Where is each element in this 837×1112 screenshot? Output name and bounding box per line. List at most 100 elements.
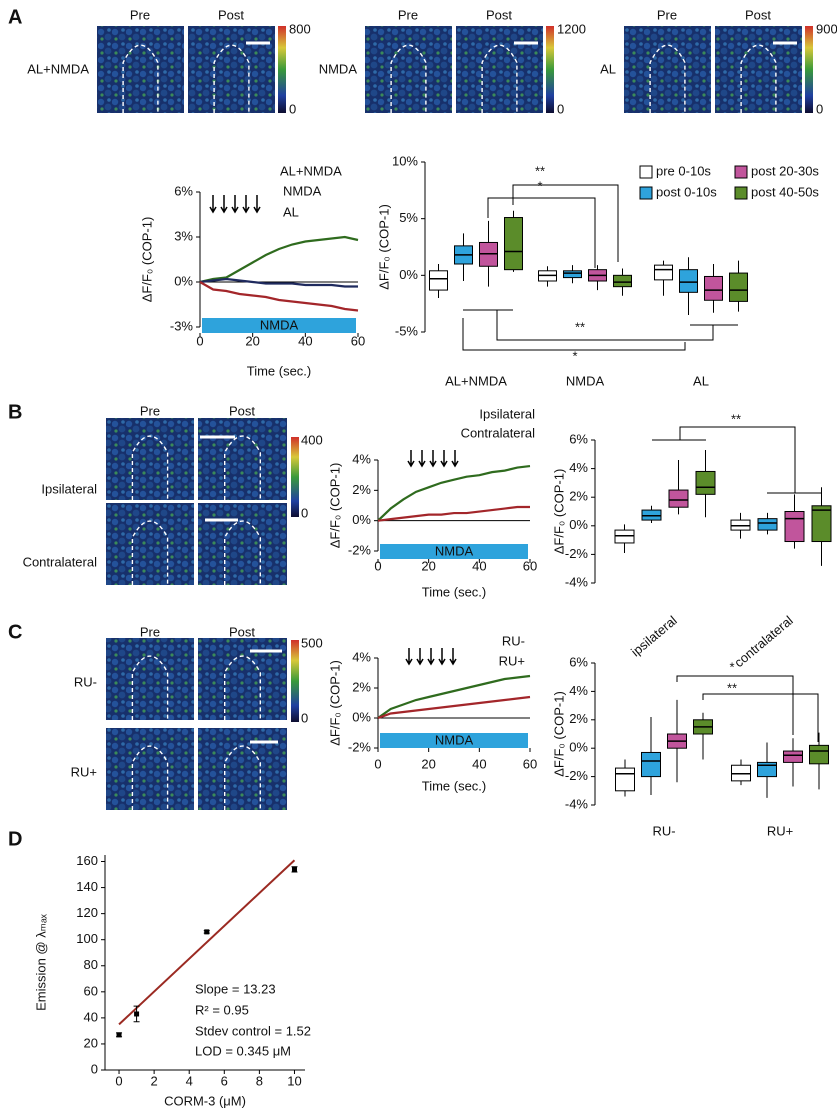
x-tick-label: 20 bbox=[421, 558, 435, 573]
y-axis-label: ΔF/F₀ (COP-1) bbox=[327, 660, 342, 746]
x-tick-label: 0 bbox=[374, 756, 381, 771]
y-tick-label: 6% bbox=[569, 654, 588, 669]
data-point bbox=[291, 866, 297, 872]
data-point bbox=[204, 929, 210, 935]
significance-bracket bbox=[702, 693, 819, 742]
y-tick-label: 0% bbox=[569, 517, 588, 532]
y-tick-label: -2% bbox=[565, 768, 589, 783]
box bbox=[654, 264, 673, 281]
y-tick-label: -2% bbox=[565, 546, 589, 561]
stimulus-arrow bbox=[407, 450, 415, 468]
tissue-outline bbox=[131, 520, 169, 585]
box bbox=[563, 270, 582, 279]
box bbox=[679, 269, 698, 293]
y-tick-label: 3% bbox=[174, 228, 193, 243]
y-tick-label: 10% bbox=[392, 153, 418, 168]
row-label: NMDA bbox=[319, 61, 358, 76]
column-label: Pre bbox=[657, 7, 677, 22]
stimulus-arrow bbox=[416, 648, 424, 666]
group-label: RU- bbox=[652, 823, 675, 838]
x-tick-label: 20 bbox=[245, 333, 259, 348]
panel-label: B bbox=[8, 401, 22, 423]
box bbox=[783, 750, 803, 763]
legend-label: post 40-50s bbox=[751, 184, 819, 199]
y-tick-label: -2% bbox=[348, 739, 372, 754]
box bbox=[615, 767, 635, 792]
colorbar-min: 0 bbox=[301, 505, 308, 520]
x-tick-label: 4 bbox=[186, 1073, 193, 1088]
tissue-outline bbox=[224, 435, 261, 500]
micrograph bbox=[198, 503, 287, 585]
box bbox=[613, 274, 632, 288]
x-axis-label: Time (sec.) bbox=[247, 363, 312, 378]
x-tick-label: 10 bbox=[287, 1073, 301, 1088]
box bbox=[729, 272, 748, 302]
y-tick-label: -4% bbox=[565, 574, 589, 589]
annotation: R² = 0.95 bbox=[195, 1002, 249, 1017]
micrograph bbox=[188, 26, 275, 113]
group-label: RU+ bbox=[767, 823, 793, 838]
stimulus-arrow bbox=[440, 450, 448, 468]
tissue-outline bbox=[224, 655, 261, 720]
panel-label: A bbox=[8, 6, 22, 28]
box bbox=[704, 275, 723, 301]
series-line bbox=[377, 505, 530, 522]
annotation: Slope = 13.23 bbox=[195, 981, 276, 996]
group-label: contralateral bbox=[731, 613, 796, 671]
x-axis-label: CORM-3 (μM) bbox=[164, 1093, 246, 1108]
colorbar-min: 0 bbox=[816, 101, 823, 116]
x-tick-label: 0 bbox=[374, 558, 381, 573]
column-label: Pre bbox=[130, 7, 150, 22]
colorbar-min: 0 bbox=[557, 101, 564, 116]
column-label: Pre bbox=[398, 7, 418, 22]
data-point bbox=[116, 1032, 122, 1038]
series-line bbox=[199, 277, 358, 288]
box bbox=[695, 470, 716, 495]
legend-label: AL+NMDA bbox=[280, 163, 342, 178]
micrograph bbox=[365, 26, 452, 113]
micrograph bbox=[198, 418, 287, 500]
column-label: Post bbox=[229, 624, 255, 639]
significance-bracket bbox=[463, 309, 738, 341]
tissue-outline bbox=[649, 44, 686, 113]
y-tick-label: 60 bbox=[84, 983, 98, 998]
colorbar bbox=[291, 640, 299, 722]
y-tick-label: -5% bbox=[395, 323, 419, 338]
row-label: Contralateral bbox=[23, 554, 98, 569]
series-line bbox=[377, 695, 531, 720]
y-tick-label: 0% bbox=[352, 709, 371, 724]
y-tick-label: 80 bbox=[84, 957, 98, 972]
box bbox=[668, 489, 689, 508]
legend-label: AL bbox=[283, 204, 299, 219]
colorbar bbox=[291, 437, 299, 517]
row-label: RU- bbox=[74, 674, 97, 689]
row-label: Ipsilateral bbox=[41, 481, 97, 496]
y-tick-label: -2% bbox=[348, 542, 372, 557]
significance-label: * bbox=[537, 178, 542, 193]
tissue-outline bbox=[481, 44, 518, 113]
y-tick-label: 160 bbox=[76, 853, 98, 868]
colorbar-max: 1200 bbox=[557, 21, 586, 36]
x-axis-label: Time (sec.) bbox=[422, 778, 487, 793]
y-tick-label: 0% bbox=[569, 740, 588, 755]
series-line bbox=[377, 464, 531, 522]
box bbox=[504, 217, 523, 271]
x-tick-label: 60 bbox=[523, 558, 537, 573]
colorbar bbox=[546, 26, 554, 113]
y-tick-label: 2% bbox=[352, 482, 371, 497]
legend-label: RU- bbox=[502, 633, 525, 648]
stimulus-arrow bbox=[405, 648, 413, 666]
x-tick-label: 60 bbox=[523, 756, 537, 771]
legend-swatch bbox=[734, 165, 748, 179]
colorbar bbox=[278, 26, 286, 113]
y-tick-label: 20 bbox=[84, 1035, 98, 1050]
y-tick-label: 0 bbox=[91, 1061, 98, 1076]
y-axis-label: ΔF/F₀ (COP-1) bbox=[376, 204, 391, 290]
box bbox=[641, 751, 661, 778]
significance-bracket bbox=[512, 184, 619, 262]
tissue-outline bbox=[390, 44, 427, 113]
y-axis-label: ΔF/F₀ (COP-1) bbox=[327, 463, 342, 549]
group-label: AL bbox=[693, 373, 709, 388]
column-label: Post bbox=[486, 7, 512, 22]
x-axis-label: Time (sec.) bbox=[422, 584, 487, 599]
